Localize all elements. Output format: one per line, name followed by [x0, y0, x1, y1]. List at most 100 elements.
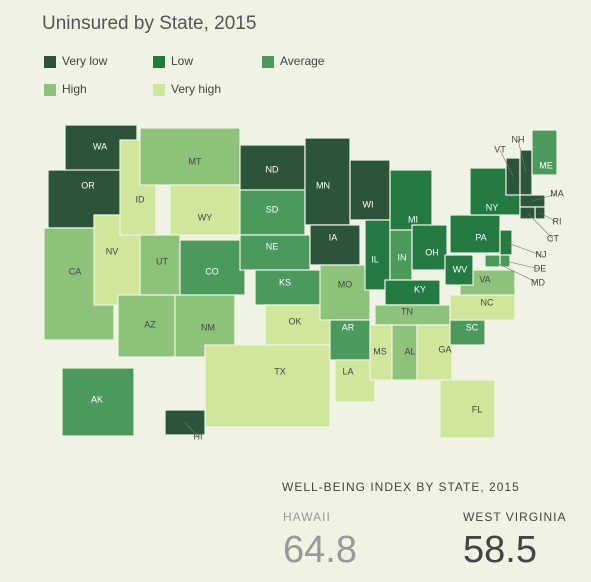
state	[449, 214, 501, 254]
state-label: AZ	[144, 319, 156, 329]
legend-swatch	[153, 84, 165, 96]
state-label: OH	[425, 247, 439, 257]
label-leader	[532, 193, 558, 202]
state	[179, 239, 246, 296]
state-label: WV	[453, 264, 468, 274]
well-being-state: WEST VIRGINIA	[463, 510, 566, 524]
state	[449, 294, 516, 321]
state-label: TN	[401, 306, 413, 316]
label-leader	[499, 149, 514, 177]
state	[384, 279, 441, 306]
label-leader	[492, 260, 539, 284]
state-label: OR	[81, 180, 95, 190]
label-leader	[517, 139, 527, 173]
state	[416, 324, 453, 381]
state	[169, 184, 241, 236]
state-label: GA	[438, 344, 451, 354]
legend-label: Average	[280, 54, 325, 68]
state-label: IA	[329, 232, 338, 242]
well-being-value: 64.8	[283, 529, 357, 571]
well-being-title: WELL-BEING INDEX BY STATE, 2015	[282, 480, 520, 494]
state-label: NJ	[536, 249, 547, 259]
well-being-value: 58.5	[463, 529, 537, 571]
state-label: WA	[93, 141, 107, 151]
state-label: MD	[531, 277, 545, 287]
state-label: WY	[198, 212, 213, 222]
label-leader	[504, 260, 541, 270]
state-label: MN	[316, 180, 330, 190]
state-label: PA	[475, 232, 486, 242]
state-label: WI	[363, 199, 374, 209]
state-label: HI	[194, 431, 203, 441]
state-label: SC	[466, 322, 479, 332]
state-label: CA	[69, 266, 82, 276]
state-label: VT	[494, 144, 506, 154]
title: Uninsured by State, 2015	[42, 13, 256, 34]
state	[139, 127, 241, 186]
state-label: KS	[279, 277, 291, 287]
state-label: AL	[404, 346, 415, 356]
state-label: UT	[156, 256, 168, 266]
state-label: CT	[547, 233, 559, 243]
state-label: MT	[189, 156, 202, 166]
state-label: TX	[274, 366, 286, 376]
state-label: NC	[481, 297, 494, 307]
state-label: ME	[539, 160, 553, 170]
state	[204, 344, 331, 428]
state	[239, 234, 311, 271]
state	[304, 137, 351, 226]
state-label: AK	[91, 394, 103, 404]
state-label: MA	[550, 188, 564, 198]
legend-label: High	[62, 82, 87, 96]
state	[334, 359, 376, 403]
state-label: FL	[472, 404, 483, 414]
label-leader	[527, 212, 554, 240]
state	[411, 224, 448, 271]
legend-label: Very low	[62, 54, 108, 68]
state	[61, 367, 135, 437]
state	[444, 254, 474, 286]
state	[117, 294, 176, 358]
state	[389, 169, 433, 231]
state-label: AR	[342, 322, 355, 332]
well-being-state: HAWAII	[283, 510, 331, 524]
state-label: NH	[512, 134, 525, 144]
legend-swatch	[44, 84, 56, 96]
state-label: CO	[205, 266, 219, 276]
state-label: SD	[266, 204, 279, 214]
state-label: MO	[338, 279, 353, 289]
state	[439, 379, 496, 439]
label-leader	[539, 212, 558, 223]
legend-swatch	[262, 56, 274, 68]
state	[449, 319, 486, 346]
state	[319, 264, 371, 321]
state	[531, 129, 558, 176]
state-label: NM	[201, 322, 215, 332]
state-label: NE	[266, 241, 279, 251]
legend-label: Very high	[171, 82, 221, 96]
state-label: OK	[288, 316, 301, 326]
state	[349, 159, 391, 221]
state	[164, 409, 206, 436]
state-label: NV	[106, 246, 119, 256]
state	[254, 269, 326, 306]
label-leader	[184, 422, 199, 438]
state-label: NY	[486, 202, 499, 212]
legend-swatch	[44, 56, 56, 68]
legend-label: Low	[171, 54, 193, 68]
state-label: ID	[136, 194, 146, 204]
state	[364, 219, 391, 291]
state-label: IL	[371, 254, 379, 264]
state-label: RI	[553, 216, 562, 226]
state	[239, 189, 306, 236]
state-label: VA	[479, 274, 490, 284]
state-label: ND	[266, 164, 279, 174]
state-label: LA	[342, 366, 353, 376]
state-label: DE	[534, 263, 547, 273]
state-label: IN	[398, 252, 407, 262]
state-label: MS	[373, 346, 387, 356]
state-label: MI	[408, 214, 418, 224]
label-leader	[505, 242, 542, 256]
